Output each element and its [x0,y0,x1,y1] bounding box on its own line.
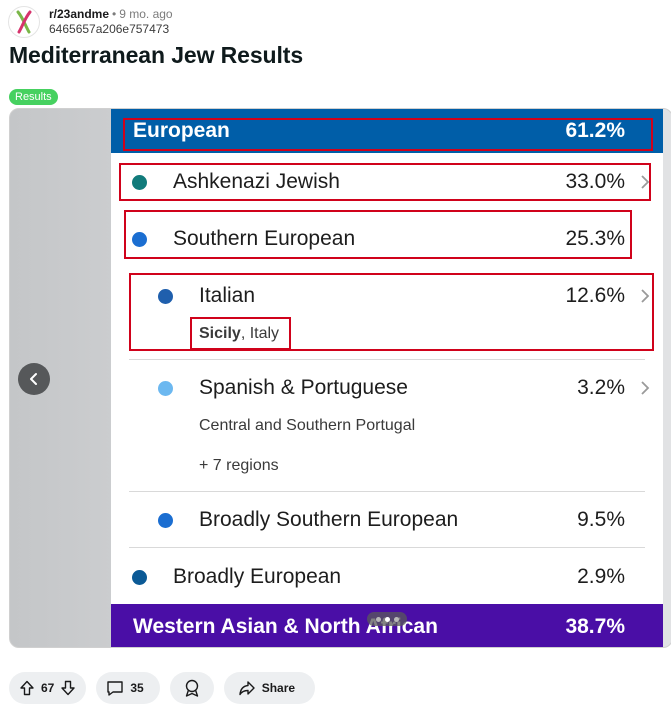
award-icon [185,679,198,697]
post-header: r/23andme • 9 mo. ago 6465657a206e757473 [8,6,173,38]
media-carousel: European 61.2% Ashkenazi Jewish 33.0% So… [9,108,671,648]
broadly-european-percent: 2.9% [577,565,625,588]
broadly-european-label: Broadly European [173,565,342,588]
italian-label: Italian [199,284,256,307]
italian-percent: 12.6% [565,284,625,307]
spanish-subregion: Central and Southern Portugal [199,417,416,434]
post-time: 9 mo. ago [119,7,173,21]
spanish-percent: 3.2% [577,376,625,399]
chevron-right-icon[interactable] [639,289,651,303]
southern-bullet [132,232,147,247]
chevron-right-icon[interactable] [639,381,651,395]
vote-count: 67 [41,681,55,695]
spanish-more-regions[interactable]: + 7 regions [199,457,279,474]
european-label: European [133,119,230,142]
european-percent: 61.2% [565,119,625,142]
award-button[interactable] [169,672,214,704]
downvote-icon[interactable] [60,680,76,696]
post-actions: 67 35 Share [9,672,316,704]
comments-button[interactable]: 35 [96,672,160,704]
spanish-bullet [158,381,173,396]
italy-text: , Italy [240,325,280,342]
post-flair[interactable]: Results [9,89,58,105]
sicily-text: Sicily [199,325,241,342]
share-label: Share [261,681,296,695]
southern-percent: 25.3% [565,227,625,250]
southern-label: Southern European [173,227,356,250]
western-asian-header: Western Asian & North African 38.7% [111,604,663,647]
post-title[interactable]: Mediterranean Jew Results [9,42,304,68]
comment-count: 35 [130,681,144,695]
share-button[interactable]: Share [223,672,316,704]
ashkenazi-bullet [132,175,147,190]
western-asian-percent: 38.7% [565,615,625,638]
european-header: European 61.2% [111,109,663,153]
subreddit-avatar[interactable] [8,6,40,38]
subreddit-link[interactable]: r/23andme [49,7,110,21]
share-icon [239,681,255,696]
ancestry-screenshot: European 61.2% Ashkenazi Jewish 33.0% So… [111,109,663,647]
author-username[interactable]: 6465657a206e757473 [49,22,170,36]
carousel-pagination[interactable] [367,612,407,626]
broadly-southern-bullet [158,513,173,528]
vote-control: 67 [9,672,87,704]
italian-bullet [158,289,173,304]
upvote-icon[interactable] [19,680,35,696]
broadly-european-bullet [132,570,147,585]
divider [129,491,645,492]
ashkenazi-percent: 33.0% [565,170,625,193]
comment-icon [107,681,124,696]
page-dot[interactable] [393,616,399,622]
italian-subregion: Sicily, Italy [199,325,279,343]
divider [129,359,645,360]
western-asian-label: Western Asian & North African [133,615,438,638]
divider [129,547,645,548]
broadly-southern-label: Broadly Southern European [199,508,459,531]
chevron-right-icon[interactable] [639,175,651,189]
page-dot-active[interactable] [384,616,390,622]
broadly-southern-percent: 9.5% [577,508,625,531]
ashkenazi-label: Ashkenazi Jewish [173,170,340,193]
post-meta: r/23andme • 9 mo. ago 6465657a206e757473 [49,7,173,37]
meta-separator: • [112,7,117,21]
carousel-prev-button[interactable] [18,363,50,395]
23andme-logo-icon [16,10,32,34]
page-dot[interactable] [375,616,381,622]
chevron-left-icon [30,373,37,385]
spanish-label: Spanish & Portuguese [199,376,408,399]
